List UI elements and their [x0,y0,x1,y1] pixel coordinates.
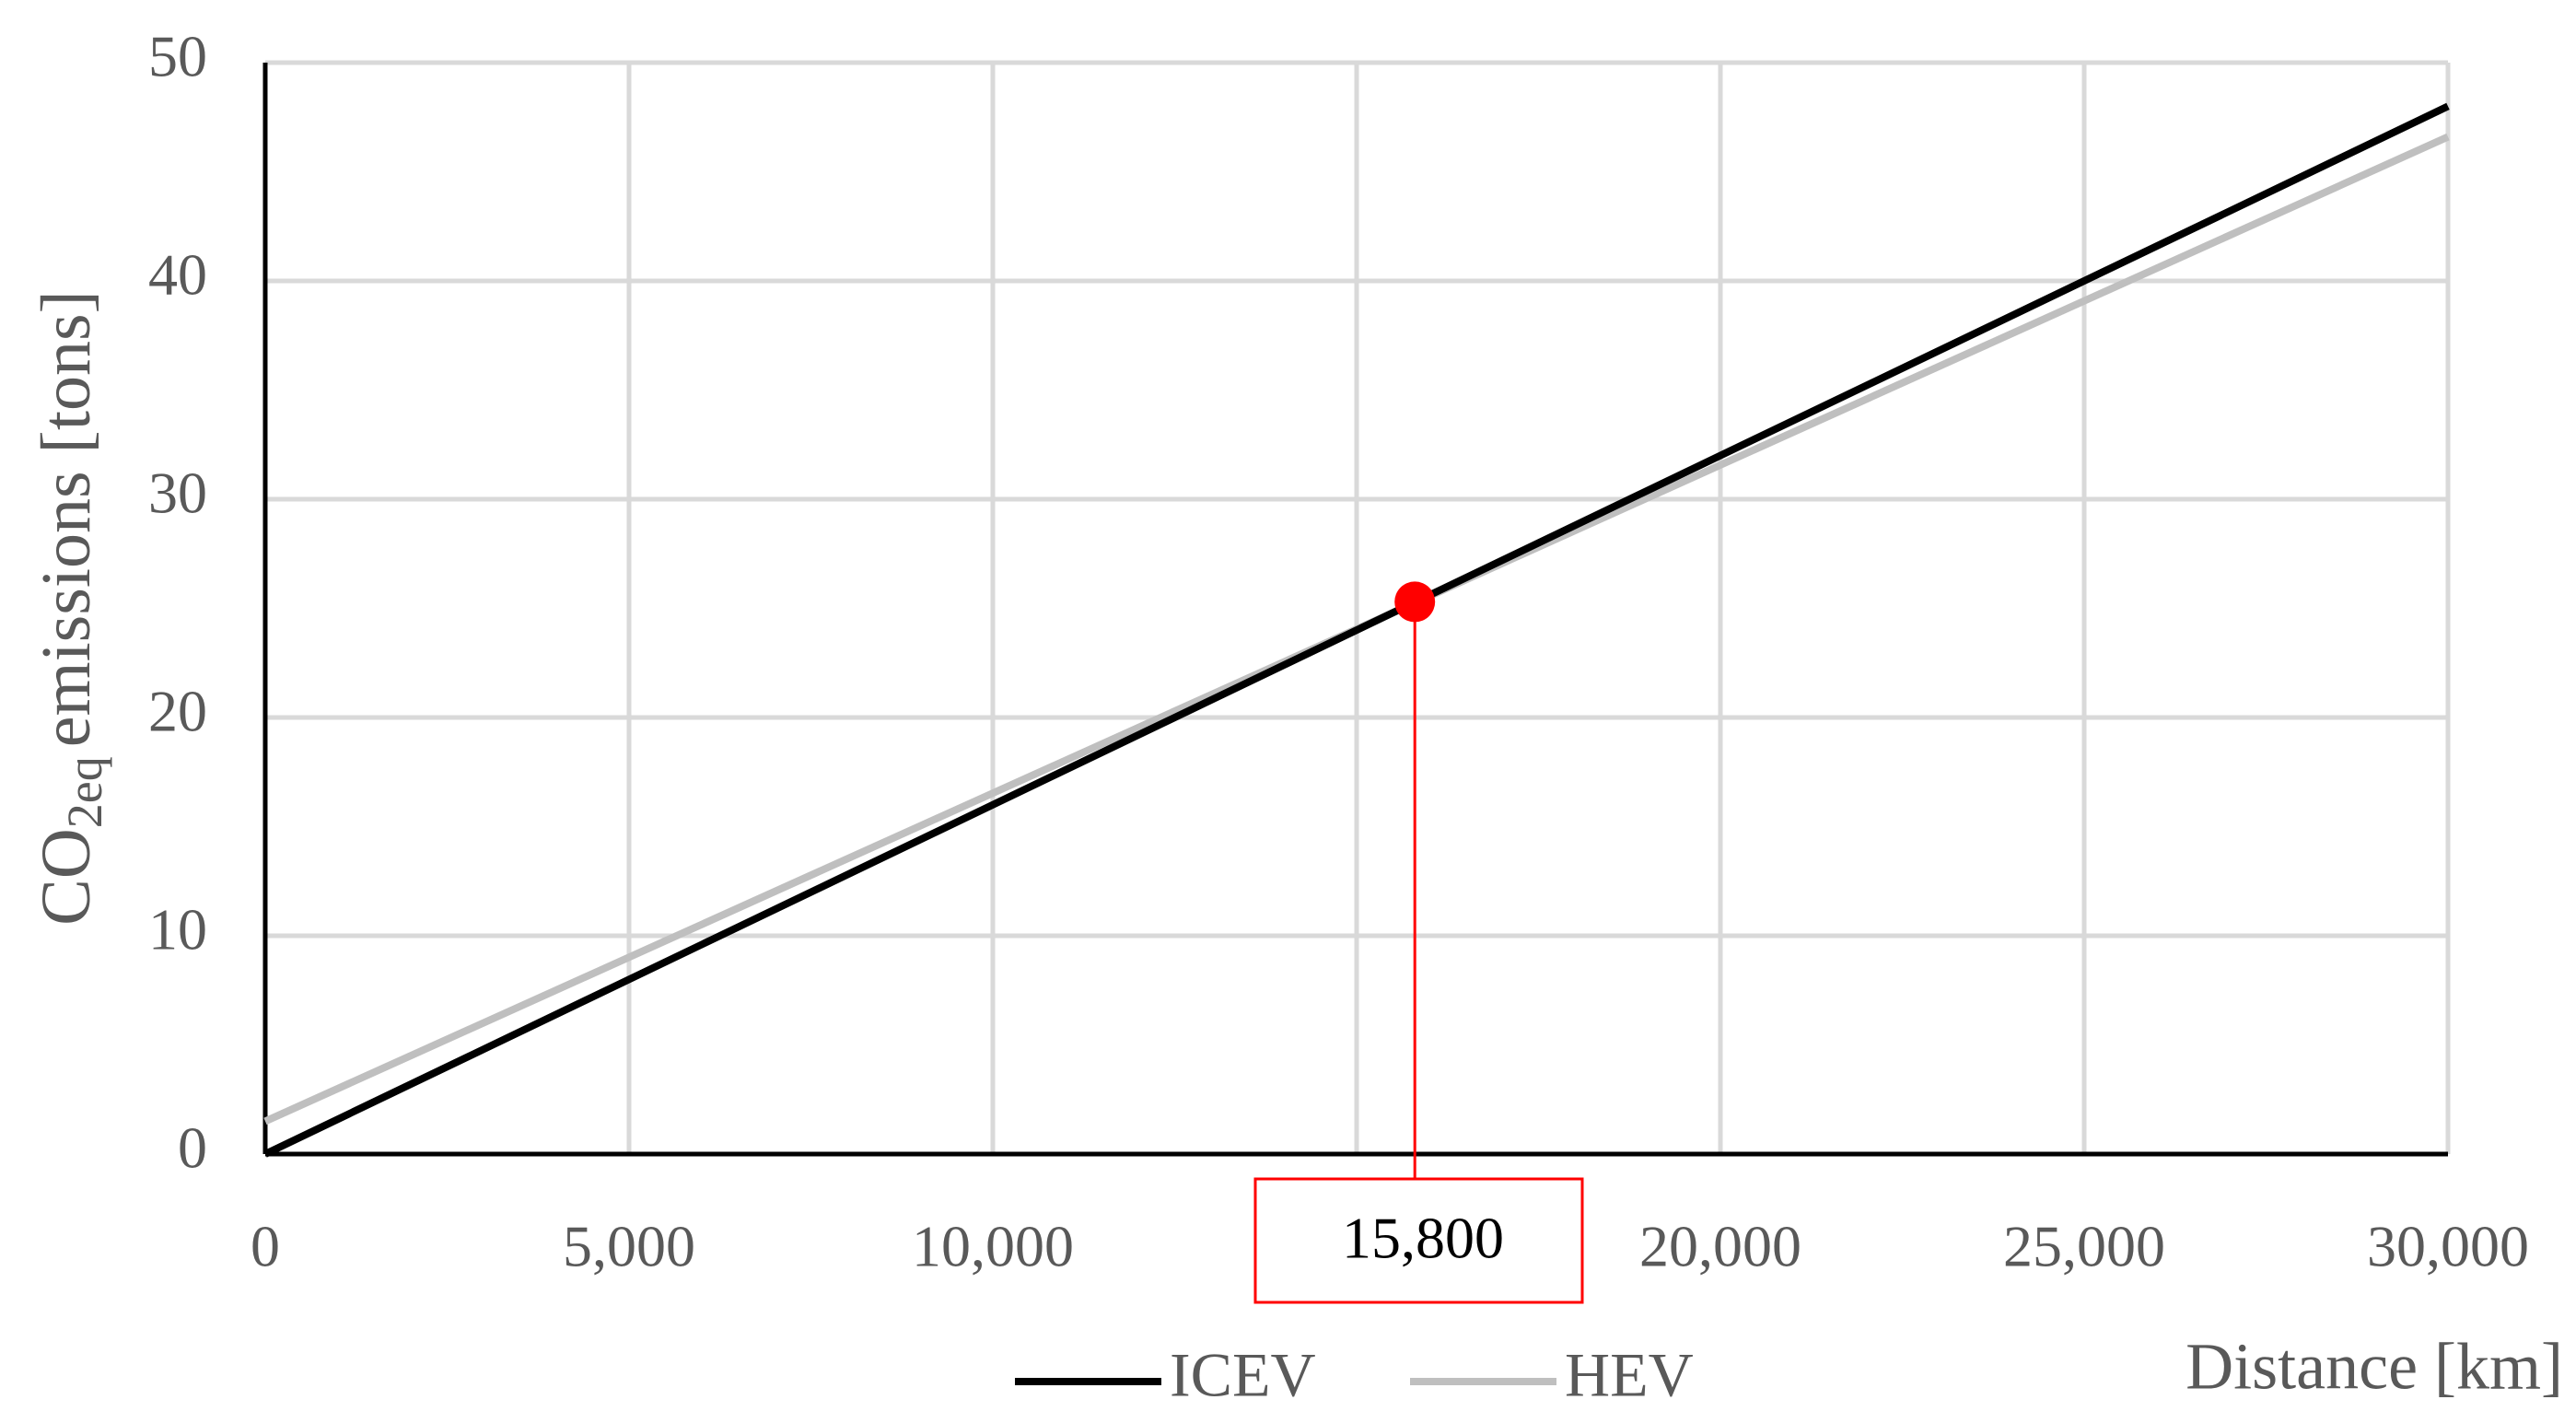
x-tick-label: 20,000 [1639,1214,1801,1279]
y-title-rest: emissions [tons] [28,290,105,747]
x-tick-label: 10,000 [912,1214,1074,1279]
y-tick-label: 0 [178,1115,207,1181]
x-tick-label: 5,000 [563,1214,695,1279]
annotation-box [1253,1177,1584,1304]
series-line [263,102,2450,1158]
x-tick-label: 30,000 [2367,1214,2529,1279]
y-title-main: CO [28,828,105,926]
annotation-label: 15,800 [1342,1206,1504,1271]
y-tick-label: 10 [148,897,207,962]
y-axis-title: CO2eq emissions [tons] [28,290,112,926]
y-title-sub: 2eq [57,756,112,828]
x-tick-label: 0 [251,1214,280,1279]
y-tick-label: 40 [148,242,207,308]
legend-label: ICEV [1170,1340,1316,1410]
x-axis-title: Distance [km] [2186,1330,2563,1404]
intersection-point [1394,581,1436,623]
y-tick-label: 50 [148,24,207,89]
legend-label: HEV [1565,1340,1694,1410]
y-tick-label: 30 [148,461,207,526]
x-tick-label: 25,000 [2003,1214,2165,1279]
y-tick-label: 20 [148,679,207,744]
